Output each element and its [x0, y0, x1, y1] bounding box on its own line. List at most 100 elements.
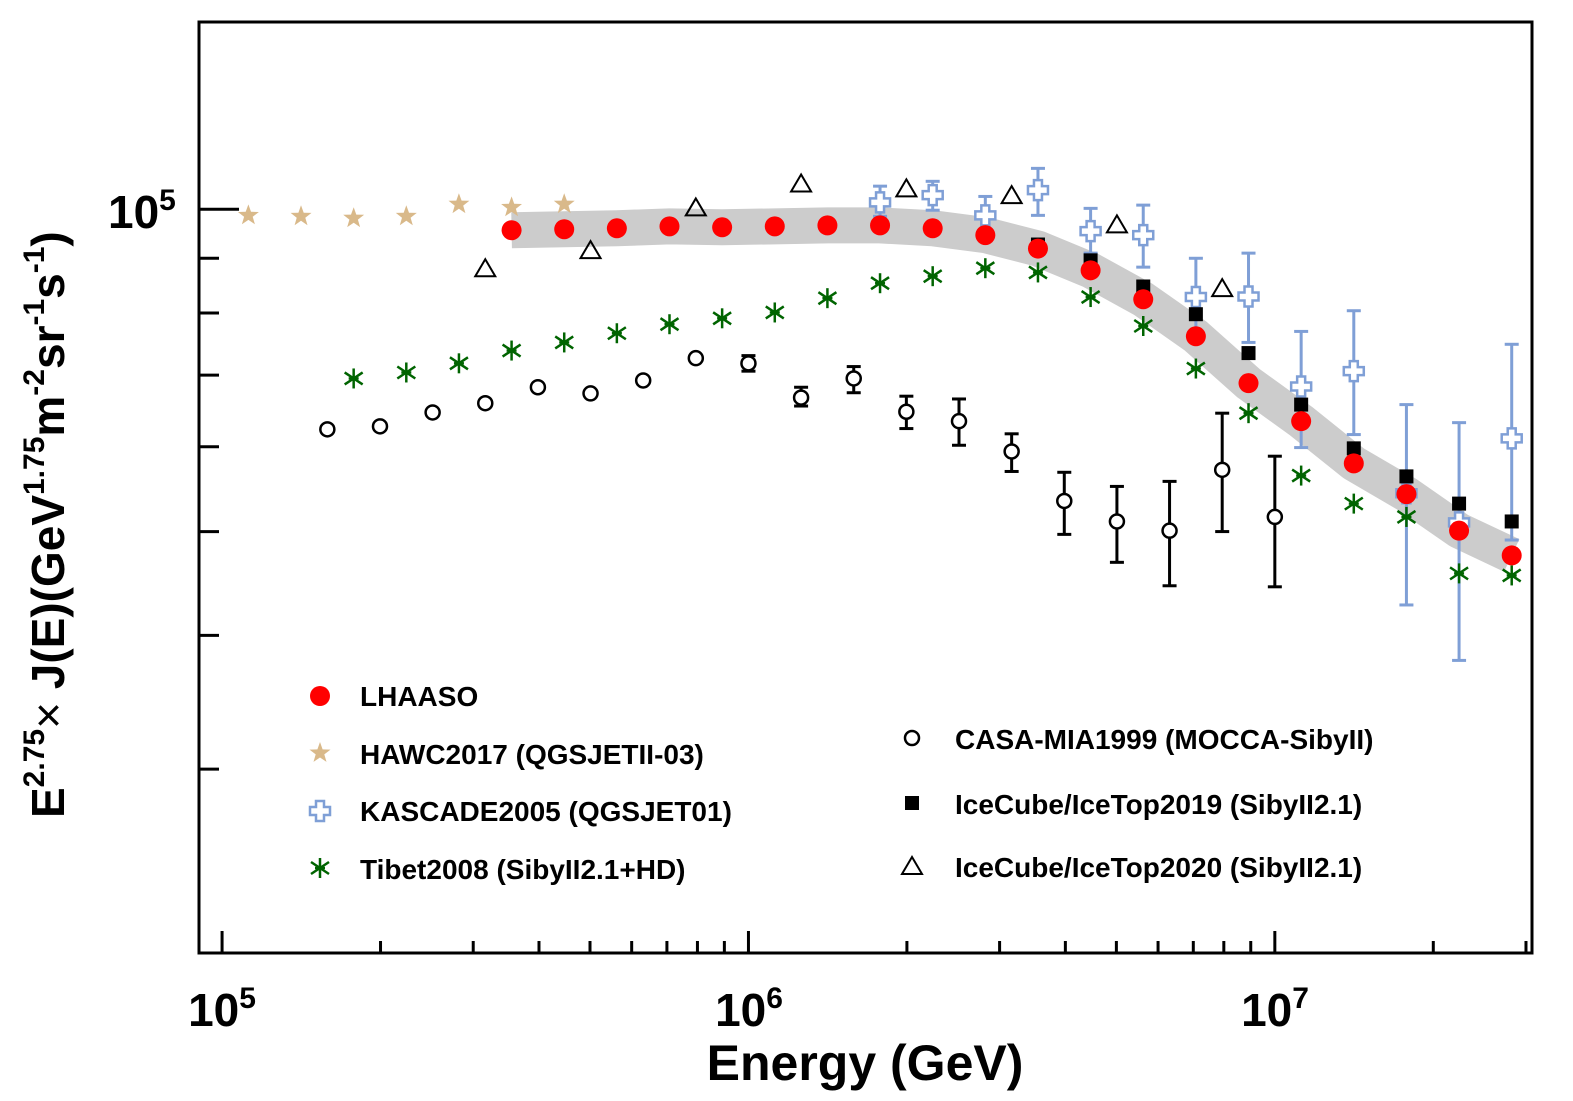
point-icecube-icetop2020-sibyii2-1: [1105, 213, 1129, 234]
point-icecube-icetop2019-sibyii2-1: [1399, 469, 1414, 484]
point-casa-mia1999-mocca-sibyii: [319, 421, 336, 438]
point-kascade2005-qgsjet01: [868, 191, 892, 214]
point-tibet2008-sibyii2-1-hd: [712, 308, 732, 329]
point-icecube-icetop2019-sibyii2-1: [1504, 514, 1519, 529]
point-casa-mia1999-mocca-sibyii: [1161, 522, 1178, 539]
point-tibet2008-sibyii2-1-hd: [554, 332, 574, 353]
x-axis-label: Energy (GeV): [707, 1035, 1024, 1091]
point-tibet2008-sibyii2-1-hd: [659, 314, 680, 335]
point-casa-mia1999-mocca-sibyii: [687, 349, 705, 367]
point-lhaaso: [1291, 411, 1312, 432]
point-icecube-icetop2019-sibyii2-1: [1241, 346, 1256, 361]
point-tibet2008-sibyii2-1-hd: [607, 323, 627, 344]
point-casa-mia1999-mocca-sibyii: [845, 370, 862, 387]
legend-marker-2: [309, 742, 331, 762]
point-icecube-icetop2019-sibyii2-1: [1294, 397, 1309, 412]
point-lhaaso: [1133, 289, 1154, 310]
point-lhaaso: [870, 215, 891, 236]
point-tibet2008-sibyii2-1-hd: [1238, 403, 1259, 424]
point-hawc2017-qgsjetii-03: [290, 205, 312, 226]
point-lhaaso: [764, 216, 785, 237]
legend-marker-1: [310, 686, 330, 706]
point-casa-mia1999-mocca-sibyii: [477, 394, 494, 412]
point-lhaaso: [712, 217, 733, 238]
point-casa-mia1999-mocca-sibyii: [1266, 508, 1284, 526]
point-icecube-icetop2019-sibyii2-1: [1346, 441, 1361, 456]
legend-label-icetop2019: IceCube/IceTop2019 (SibyII2.1): [955, 789, 1362, 820]
point-kascade2005-qgsjet01: [1289, 375, 1313, 398]
point-icecube-icetop2020-sibyii2-1: [999, 184, 1024, 205]
plot-frame: [197, 20, 1534, 955]
point-icecube-icetop2020-sibyii2-1: [789, 172, 813, 193]
point-kascade2005-qgsjet01: [1500, 427, 1523, 450]
point-icecube-icetop2020-sibyii2-1: [894, 177, 919, 198]
legend-marker-4: [310, 858, 330, 878]
point-lhaaso: [1185, 326, 1206, 347]
point-lhaaso: [659, 216, 680, 237]
data-points: [237, 172, 1523, 586]
point-casa-mia1999-mocca-sibyii: [371, 418, 389, 435]
point-lhaaso: [1238, 373, 1259, 394]
legend-marker-7: [900, 855, 924, 875]
point-casa-mia1999-mocca-sibyii: [740, 355, 757, 372]
point-tibet2008-sibyii2-1-hd: [1133, 316, 1153, 337]
point-casa-mia1999-mocca-sibyii: [950, 412, 968, 430]
point-lhaaso: [1080, 260, 1101, 281]
point-casa-mia1999-mocca-sibyii: [1003, 443, 1020, 460]
point-icecube-icetop2020-sibyii2-1: [473, 257, 498, 278]
legend-label-tibet: Tibet2008 (SibyII2.1+HD): [360, 854, 686, 885]
point-icecube-icetop2019-sibyii2-1: [1188, 307, 1203, 322]
point-lhaaso: [554, 219, 575, 240]
point-kascade2005-qgsjet01: [921, 183, 944, 207]
legend-label-hawc: HAWC2017 (QGSJETII-03): [360, 739, 704, 770]
point-hawc2017-qgsjetii-03: [448, 193, 470, 214]
point-kascade2005-qgsjet01: [1237, 285, 1260, 308]
point-tibet2008-sibyii2-1-hd: [922, 266, 943, 287]
point-tibet2008-sibyii2-1-hd: [396, 362, 416, 383]
point-kascade2005-qgsjet01: [1026, 178, 1050, 202]
point-lhaaso: [1027, 238, 1048, 259]
point-icecube-icetop2020-sibyii2-1: [684, 196, 708, 217]
point-tibet2008-sibyii2-1-hd: [1344, 493, 1364, 514]
point-icecube-icetop2020-sibyii2-1: [1210, 277, 1234, 298]
point-lhaaso: [922, 218, 943, 239]
point-casa-mia1999-mocca-sibyii: [424, 404, 441, 421]
legend-label-casa-mia: CASA-MIA1999 (MOCCA-SibyII): [955, 724, 1373, 755]
point-lhaaso: [817, 215, 838, 236]
point-tibet2008-sibyii2-1-hd: [1502, 565, 1522, 586]
point-tibet2008-sibyii2-1-hd: [1449, 563, 1469, 584]
point-lhaaso: [1449, 520, 1470, 541]
point-tibet2008-sibyii2-1-hd: [870, 273, 890, 294]
point-casa-mia1999-mocca-sibyii: [792, 389, 810, 406]
point-casa-mia1999-mocca-sibyii: [1056, 492, 1073, 510]
y-tick-label-1e5: 105: [108, 184, 176, 238]
point-hawc2017-qgsjetii-03: [343, 207, 365, 228]
point-hawc2017-qgsjetii-03: [501, 196, 522, 217]
point-tibet2008-sibyii2-1-hd: [1028, 262, 1048, 283]
lhaaso-band-path: [511, 207, 1520, 572]
point-lhaaso: [1343, 453, 1364, 474]
point-casa-mia1999-mocca-sibyii: [529, 378, 547, 396]
point-kascade2005-qgsjet01: [1184, 285, 1208, 309]
point-icecube-icetop2019-sibyii2-1: [1452, 496, 1467, 511]
point-casa-mia1999-mocca-sibyii: [582, 385, 599, 402]
point-casa-mia1999-mocca-sibyii: [634, 372, 652, 389]
point-tibet2008-sibyii2-1-hd: [975, 258, 996, 279]
x-tick-label-1e6: 106: [715, 982, 783, 1036]
point-tibet2008-sibyii2-1-hd: [1291, 465, 1311, 486]
legend-label-icetop2020: IceCube/IceTop2020 (SibyII2.1): [955, 852, 1362, 883]
point-kascade2005-qgsjet01: [1131, 223, 1155, 247]
legend-label-lhaaso: LHAASO: [360, 681, 478, 712]
point-tibet2008-sibyii2-1-hd: [449, 353, 469, 374]
y-axis-label: E2.75× J(E)(GeV1.75m-2sr-1s-1): [18, 231, 74, 818]
point-icecube-icetop2020-sibyii2-1: [578, 239, 603, 260]
point-lhaaso: [1396, 484, 1417, 505]
lhaaso-uncertainty-band: [511, 207, 1520, 572]
point-kascade2005-qgsjet01: [1342, 359, 1366, 383]
point-tibet2008-sibyii2-1-hd: [1080, 287, 1101, 308]
point-tibet2008-sibyii2-1-hd: [343, 368, 364, 389]
point-casa-mia1999-mocca-sibyii: [1213, 461, 1231, 479]
point-tibet2008-sibyii2-1-hd: [501, 340, 522, 361]
x-tick-label-1e5: 105: [188, 982, 256, 1036]
